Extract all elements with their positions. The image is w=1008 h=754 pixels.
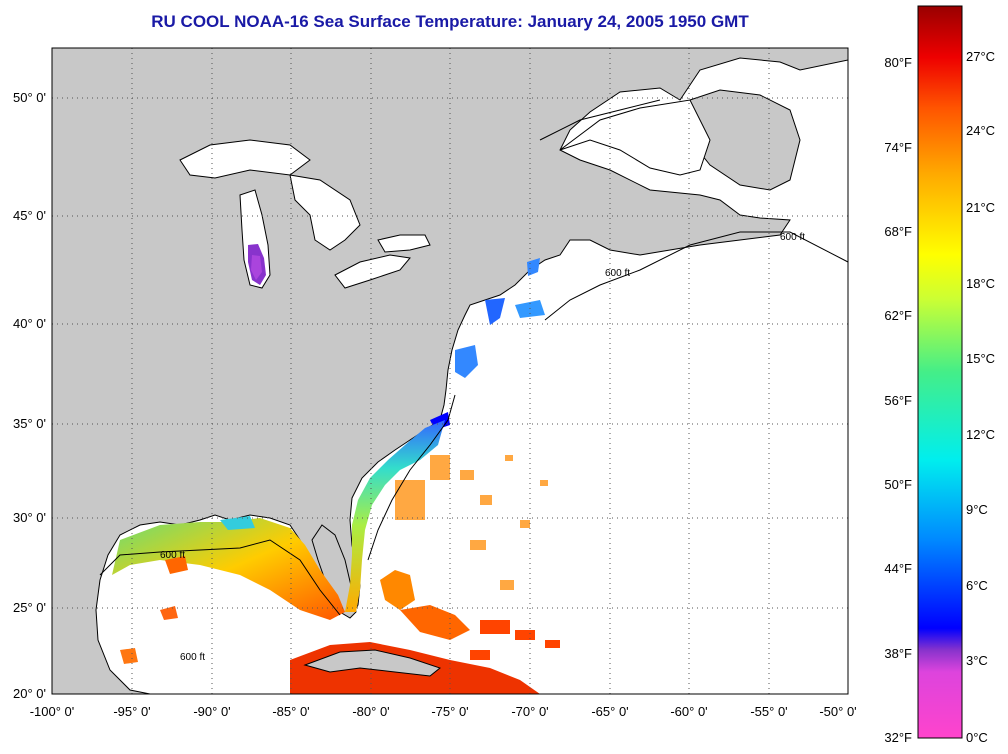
celsius-label: 9°C	[966, 502, 988, 517]
lat-label: 25° 0'	[13, 600, 46, 615]
lon-label: -75° 0'	[431, 704, 468, 719]
celsius-label: 6°C	[966, 578, 988, 593]
celsius-label: 27°C	[966, 49, 995, 64]
fahrenheit-label: 68°F	[884, 224, 912, 239]
fahrenheit-label: 32°F	[884, 730, 912, 745]
fahrenheit-label: 38°F	[884, 646, 912, 661]
lon-label: -70° 0'	[511, 704, 548, 719]
map-frame	[51, 47, 849, 695]
gulf-of-mexico-sst	[112, 518, 345, 620]
celsius-label: 18°C	[966, 276, 995, 291]
lon-label: -85° 0'	[272, 704, 309, 719]
lon-label: -50° 0'	[819, 704, 856, 719]
lon-label: -90° 0'	[193, 704, 230, 719]
fahrenheit-label: 62°F	[884, 308, 912, 323]
map-area: 600 ft 600 ft 600 ft 600 ft	[52, 48, 848, 694]
latitude-labels: 50° 0' 45° 0' 40° 0' 35° 0' 30° 0' 25° 0…	[13, 90, 46, 701]
map-title: RU COOL NOAA-16 Sea Surface Temperature:…	[151, 12, 749, 31]
fahrenheit-label: 44°F	[884, 561, 912, 576]
lat-label: 20° 0'	[13, 686, 46, 701]
lon-label: -80° 0'	[352, 704, 389, 719]
lon-label: -100° 0'	[30, 704, 75, 719]
longitude-labels: -100° 0' -95° 0' -90° 0' -85° 0' -80° 0'…	[30, 704, 857, 719]
lon-label: -60° 0'	[670, 704, 707, 719]
celsius-label: 12°C	[966, 427, 995, 442]
isobath-label: 600 ft	[160, 550, 185, 561]
lat-label: 30° 0'	[13, 510, 46, 525]
celsius-label: 21°C	[966, 200, 995, 215]
celsius-label: 0°C	[966, 730, 988, 745]
celsius-label: 15°C	[966, 351, 995, 366]
fahrenheit-label: 50°F	[884, 477, 912, 492]
color-bar-gradient	[917, 5, 963, 739]
gulf-stream-band	[345, 420, 445, 612]
fahrenheit-label: 56°F	[884, 393, 912, 408]
celsius-label: 3°C	[966, 653, 988, 668]
isobath-label: 600 ft	[180, 652, 205, 663]
color-bar: 80°F 74°F 68°F 62°F 56°F 50°F 44°F 38°F …	[884, 5, 995, 745]
lat-label: 40° 0'	[13, 316, 46, 331]
lon-label: -65° 0'	[591, 704, 628, 719]
lat-label: 35° 0'	[13, 416, 46, 431]
fahrenheit-label: 80°F	[884, 55, 912, 70]
isobath-label: 600 ft	[780, 232, 805, 243]
fahrenheit-label: 74°F	[884, 140, 912, 155]
lat-label: 45° 0'	[13, 208, 46, 223]
isobath-label: 600 ft	[605, 268, 630, 279]
lon-label: -55° 0'	[750, 704, 787, 719]
lat-label: 50° 0'	[13, 90, 46, 105]
lon-label: -95° 0'	[113, 704, 150, 719]
celsius-label: 24°C	[966, 123, 995, 138]
